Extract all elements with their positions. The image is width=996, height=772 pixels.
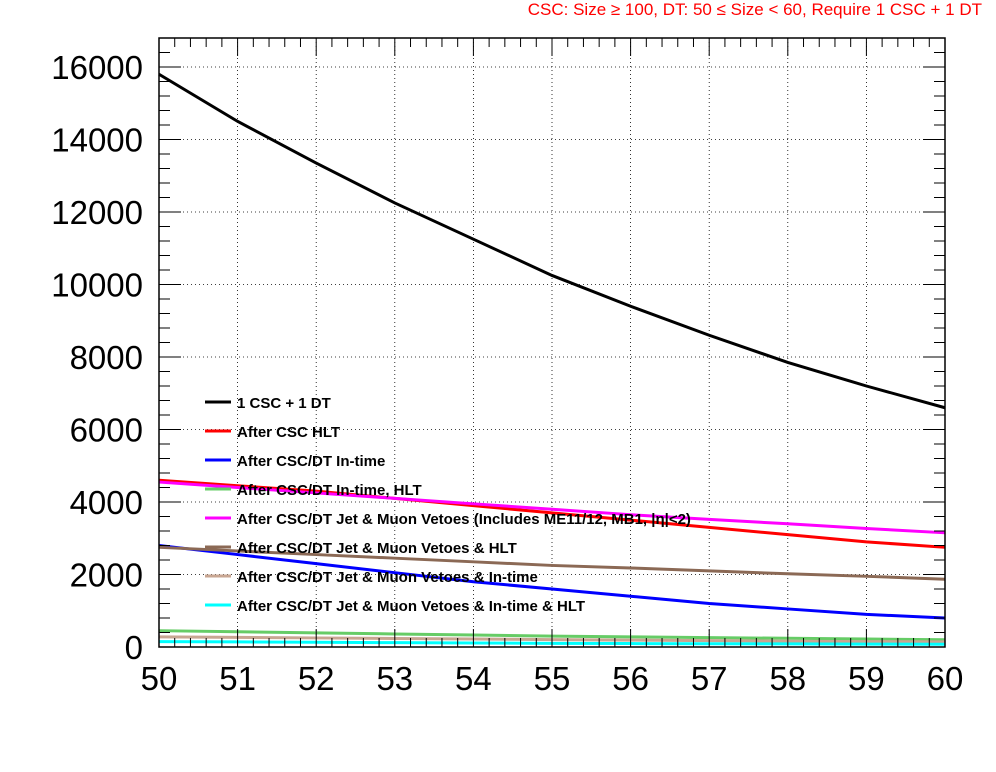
y-tick-label: 14000	[51, 122, 143, 159]
y-tick-label: 10000	[51, 267, 143, 304]
x-tick-label: 59	[848, 660, 885, 697]
x-tick-label: 52	[298, 660, 335, 697]
series-line-6	[158, 545, 946, 581]
series-line-5	[158, 480, 946, 535]
y-tick-label: 16000	[51, 49, 143, 86]
legend-label: After CSC HLT	[237, 424, 340, 441]
series-line-2	[158, 478, 946, 549]
y-tick-label: 12000	[51, 194, 143, 231]
legend-label: After CSC/DT In-time	[237, 453, 385, 470]
x-tick-label: 51	[219, 660, 256, 697]
legend-label: After CSC/DT In-time, HLT	[237, 482, 422, 499]
x-tick-label: 55	[534, 660, 571, 697]
x-tick-label: 57	[691, 660, 728, 697]
legend-label: After CSC/DT Jet & Muon Vetoes & In-time…	[237, 598, 585, 615]
x-tick-label: 56	[612, 660, 649, 697]
legend-label: After CSC/DT Jet & Muon Vetoes & HLT	[237, 540, 517, 557]
x-tick-label: 54	[455, 660, 492, 697]
y-tick-label: 4000	[70, 484, 143, 521]
y-tick-label: 6000	[70, 412, 143, 449]
series-line-1	[158, 72, 946, 410]
legend-label: 1 CSC + 1 DT	[237, 395, 331, 412]
x-tick-label: 60	[927, 660, 964, 697]
x-tick-label: 50	[141, 660, 178, 697]
y-tick-label: 2000	[70, 557, 143, 594]
x-tick-label: 58	[769, 660, 806, 697]
legend-label: After CSC/DT Jet & Muon Vetoes & In-time	[237, 569, 538, 586]
x-tick-label: 53	[376, 660, 413, 697]
y-tick-label: 0	[125, 629, 143, 666]
series-line-3	[158, 544, 946, 620]
legend-label: After CSC/DT Jet & Muon Vetoes (Includes…	[237, 511, 691, 528]
y-tick-label: 8000	[70, 339, 143, 376]
chart-annotation: CSC: Size ≥ 100, DT: 50 ≤ Size < 60, Req…	[527, 0, 982, 19]
